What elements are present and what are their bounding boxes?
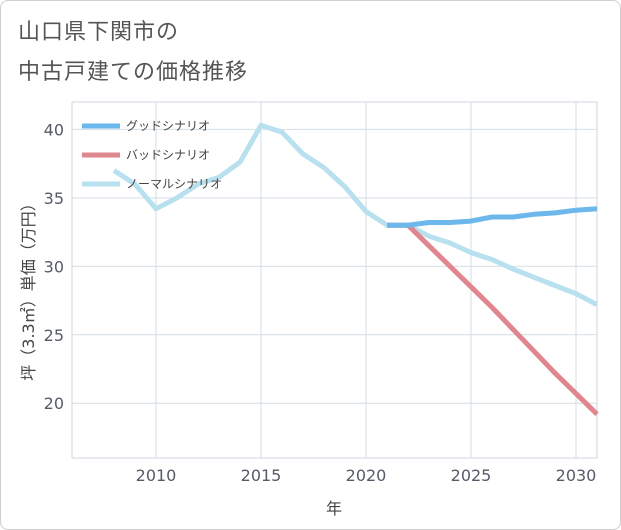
x-tick-labels: 2010 2015 2020 2025 2030 <box>136 466 597 485</box>
chart-title-line1: 山口県下関市の <box>18 20 180 45</box>
series-line-2 <box>112 122 599 307</box>
legend-label: ノーマルシナリオ <box>126 177 222 191</box>
grid-lines <box>72 102 597 458</box>
legend-label: グッドシナリオ <box>126 119 210 133</box>
y-tick-label: 20 <box>44 394 64 413</box>
y-tick-label: 30 <box>44 257 64 276</box>
x-tick-label: 2010 <box>136 466 177 485</box>
y-tick-label: 35 <box>44 189 64 208</box>
series-line-1 <box>387 222 599 416</box>
plot-area <box>71 101 598 459</box>
x-tick-label: 2030 <box>556 466 597 485</box>
chart-title-line2: 中古戸建ての価格推移 <box>18 60 249 85</box>
x-tick-label: 2015 <box>241 466 282 485</box>
y-axis-label: 坪（3.3㎡）単価（万円） <box>19 195 38 380</box>
legend-label: バッドシナリオ <box>126 148 210 162</box>
y-tick-label: 25 <box>44 326 64 345</box>
x-tick-label: 2020 <box>346 466 387 485</box>
x-tick-label: 2025 <box>451 466 492 485</box>
y-tick-labels: 20 25 30 35 40 <box>44 120 64 413</box>
y-tick-label: 40 <box>44 120 64 139</box>
x-axis-label: 年 <box>326 499 342 518</box>
series-lines <box>112 122 599 416</box>
series-line-0 <box>387 206 598 228</box>
